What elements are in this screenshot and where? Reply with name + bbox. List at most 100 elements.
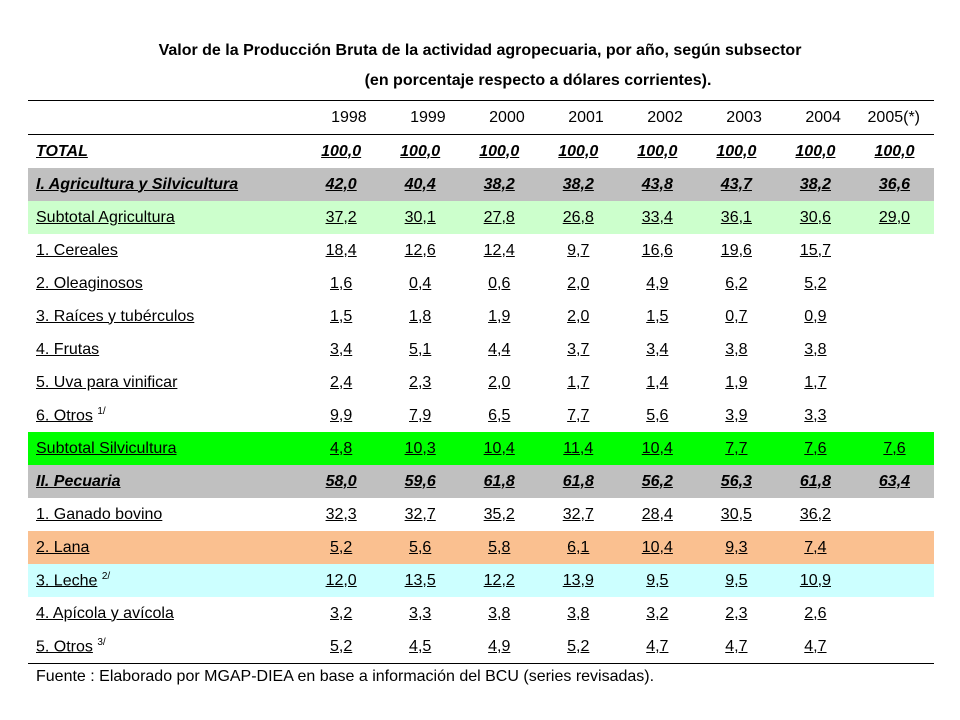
value-text: 40,4 [404,175,436,193]
value-cell: 3,4 [618,333,697,366]
value-cell: 4,5 [381,630,460,664]
value-text: 10,4 [641,538,673,556]
value-cell: 0,9 [776,300,855,333]
value-text: 12,4 [483,241,515,259]
value-cell: 10,9 [775,564,855,597]
value-cell: 35,2 [460,498,539,531]
row-label: 1. Cereales [28,234,302,267]
value-text: 1,8 [409,307,432,325]
value-text: 11,4 [563,439,594,457]
value-text: 1,4 [646,373,669,391]
row-label-text: 2. Lana [36,538,90,556]
value-text: 15,7 [799,241,831,259]
value-cell: 28,4 [618,498,697,531]
value-cell: 6,1 [538,531,618,564]
column-header: 1999 [410,108,446,126]
value-text: 100,0 [637,142,678,160]
value-text: 1,6 [330,274,353,292]
value-cell: 2,4 [302,366,381,399]
source-note: Fuente : Elaborado por MGAP-DIEA en base… [36,668,655,685]
value-text: 100,0 [716,142,757,160]
value-cell [855,630,934,664]
value-cell: 9,5 [617,564,697,597]
column-header: 2002 [647,108,683,126]
value-text: 29,0 [878,208,911,226]
value-text: 28,4 [641,505,673,523]
table-row: Subtotal Agricultura 37,2 30,1 27,8 26,8 33,4… [28,201,934,234]
value-cell: 5,6 [380,531,460,564]
value-text: 4,9 [646,274,669,292]
value-text: 32,3 [325,505,357,523]
value-cell: 32,7 [381,498,460,531]
table-row: II. Pecuaria 58,0 59,6 61,8 61,8 56,2 56,3 61,8… [28,465,934,498]
value-cell: 13,9 [538,564,618,597]
row-label-text: 2. Oleaginosos [36,274,143,292]
value-cell: 38,2 [775,168,855,201]
value-cell: 26,8 [538,201,618,234]
value-cell: 2,0 [460,366,539,399]
value-text: 5,2 [804,274,827,292]
value-text: 2,0 [567,274,590,292]
value-cell: 15,7 [776,234,855,267]
value-cell: 36,6 [854,168,934,201]
column-header: 2005(*) [867,108,920,126]
value-cell: 100,0 [381,135,460,169]
value-cell: 32,7 [539,498,618,531]
value-cell: 1,8 [381,300,460,333]
value-text: 59,6 [404,472,436,490]
value-cell: 3,7 [539,333,618,366]
row-label-text: Subtotal Agricultura [36,208,175,226]
value-cell: 56,2 [617,465,697,498]
row-label: Subtotal Agricultura [28,201,302,234]
value-cell: 0,6 [460,267,539,300]
value-cell: 61,8 [775,465,855,498]
row-label-text: 1. Cereales [36,241,118,259]
value-text: 4,9 [488,637,511,655]
row-label-text: 1. Ganado bovino [36,505,163,523]
footnote-marker: 1/ [97,405,106,417]
value-cell [854,564,934,597]
value-cell: 5,2 [776,267,855,300]
value-cell: 1,7 [776,366,855,399]
value-cell: 43,7 [696,168,776,201]
value-cell: 12,4 [460,234,539,267]
value-cell: 2,0 [539,267,618,300]
column-header: 2001 [568,108,604,126]
value-cell: 5,8 [459,531,539,564]
value-cell: 1,4 [618,366,697,399]
table-body: TOTAL 100,0 100,0 100,0 100,0 100,0 100,0 100,0… [28,135,934,664]
value-text: 36,1 [720,208,752,226]
value-cell: 9,7 [539,234,618,267]
value-cell: 30,5 [697,498,776,531]
value-text: 10,4 [641,439,673,457]
value-cell: 12,6 [381,234,460,267]
value-cell: 38,2 [538,168,618,201]
value-text: 2,0 [567,307,590,325]
row-label: 5. Otros 3/ [28,630,302,664]
value-text: 43,8 [641,175,673,193]
value-text: 38,2 [799,175,831,193]
value-text: 0,4 [409,274,432,292]
value-text: 12,6 [404,241,436,259]
value-cell: 100,0 [697,135,776,169]
value-text: 10,9 [799,571,831,589]
value-cell: 63,4 [854,465,934,498]
row-label: 3. Raíces y tubérculos [28,300,302,333]
row-label: Subtotal Silvicultura [28,432,302,465]
value-cell: 6,2 [697,267,776,300]
table-row: 3. Raíces y tubérculos 1,5 1,8 1,9 2,0 1,5 0,7… [28,300,934,333]
value-cell: 7,4 [775,531,855,564]
value-cell: 7,6 [854,432,934,465]
value-cell: 0,4 [381,267,460,300]
value-text: 3,4 [330,340,353,358]
value-cell: 56,3 [696,465,776,498]
row-label: 3. Leche 2/ [28,564,302,597]
row-label-text: II. Pecuaria [36,472,121,490]
value-cell: 27,8 [459,201,539,234]
value-text: 1,5 [646,307,669,325]
value-cell: 40,4 [380,168,460,201]
table-row: Subtotal Silvicultura 4,8 10,3 10,4 11,4 10,4… [28,432,934,465]
value-cell: 100,0 [618,135,697,169]
value-text: 42,0 [325,175,357,193]
value-cell: 18,4 [302,234,381,267]
